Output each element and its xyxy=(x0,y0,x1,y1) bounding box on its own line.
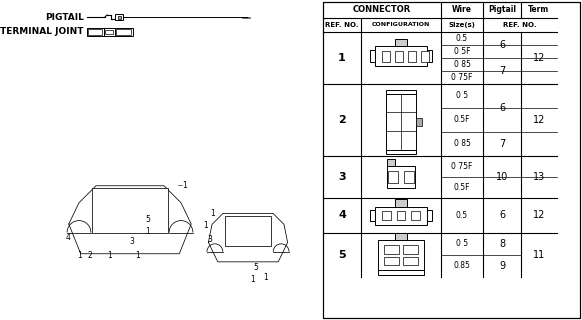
Text: 4: 4 xyxy=(338,211,346,220)
Text: 0 75F: 0 75F xyxy=(451,162,473,171)
Text: CONFIGURATION: CONFIGURATION xyxy=(372,22,430,28)
Text: 7: 7 xyxy=(499,66,505,76)
Text: 0 85: 0 85 xyxy=(453,60,470,69)
Bar xyxy=(386,90,416,94)
Text: 2: 2 xyxy=(338,115,346,125)
Text: 6: 6 xyxy=(499,211,505,220)
Text: TERMINAL JOINT: TERMINAL JOINT xyxy=(1,28,84,36)
Bar xyxy=(370,210,375,221)
Bar xyxy=(323,2,580,318)
Bar xyxy=(403,245,418,253)
Text: 8: 8 xyxy=(499,239,505,249)
Bar xyxy=(375,46,427,66)
Bar xyxy=(116,29,131,35)
Bar xyxy=(387,159,395,166)
Bar xyxy=(404,171,414,183)
Text: 1: 1 xyxy=(338,53,346,63)
Text: 5: 5 xyxy=(338,250,346,260)
Text: 1: 1 xyxy=(108,251,112,260)
Text: 1: 1 xyxy=(146,228,150,236)
Bar xyxy=(408,51,416,61)
Bar xyxy=(387,166,415,188)
Text: PIGTAIL: PIGTAIL xyxy=(45,12,84,21)
Text: 4: 4 xyxy=(66,234,70,243)
Bar xyxy=(411,211,420,220)
Bar xyxy=(323,2,580,318)
Bar xyxy=(105,30,113,34)
Text: 12: 12 xyxy=(533,211,545,220)
Bar xyxy=(403,257,418,265)
Bar xyxy=(92,188,168,233)
Text: 9: 9 xyxy=(499,261,505,271)
Bar xyxy=(382,51,390,61)
Text: 3: 3 xyxy=(130,237,134,246)
Text: Term: Term xyxy=(528,5,549,14)
Text: 1: 1 xyxy=(136,251,140,260)
Bar xyxy=(395,39,407,46)
Bar xyxy=(386,150,416,155)
Text: 3: 3 xyxy=(338,172,346,182)
Text: 0.5F: 0.5F xyxy=(454,183,470,192)
Text: 0 85: 0 85 xyxy=(453,140,470,148)
Bar xyxy=(427,50,432,62)
Text: 1: 1 xyxy=(77,251,83,260)
Text: 1: 1 xyxy=(183,180,187,189)
Bar xyxy=(384,257,399,265)
Text: 1: 1 xyxy=(264,274,268,283)
Text: 0 5: 0 5 xyxy=(456,92,468,100)
Text: REF. NO.: REF. NO. xyxy=(325,22,359,28)
Bar xyxy=(395,233,407,240)
Text: 12: 12 xyxy=(533,115,545,125)
Bar xyxy=(395,199,407,206)
Bar xyxy=(388,171,398,183)
Text: 0.5F: 0.5F xyxy=(454,116,470,124)
Bar xyxy=(375,206,427,225)
Bar xyxy=(378,270,424,275)
Bar xyxy=(384,245,399,253)
Text: 1: 1 xyxy=(251,276,255,284)
Text: Size(s): Size(s) xyxy=(449,22,475,28)
Text: 6: 6 xyxy=(499,103,505,113)
Text: 0 5F: 0 5F xyxy=(454,47,470,56)
Bar xyxy=(395,51,403,61)
Bar xyxy=(396,211,406,220)
Text: 5: 5 xyxy=(254,263,258,273)
Bar xyxy=(378,240,424,270)
Text: 7: 7 xyxy=(499,139,505,149)
Bar xyxy=(416,118,422,126)
Bar xyxy=(386,94,416,150)
Text: 0.85: 0.85 xyxy=(453,261,470,270)
Bar xyxy=(88,29,102,35)
Bar xyxy=(382,211,391,220)
Text: 1: 1 xyxy=(211,210,215,219)
Text: 3: 3 xyxy=(208,236,212,244)
Text: 1: 1 xyxy=(204,220,208,229)
Text: 2: 2 xyxy=(88,251,93,260)
Text: 13: 13 xyxy=(533,172,545,182)
Bar xyxy=(427,210,432,221)
Text: 0.5: 0.5 xyxy=(456,211,468,220)
Text: 0 75F: 0 75F xyxy=(451,73,473,82)
Text: Pigtail: Pigtail xyxy=(488,5,516,14)
Text: 0.5: 0.5 xyxy=(456,34,468,43)
Text: 12: 12 xyxy=(533,53,545,63)
Text: 0 5: 0 5 xyxy=(456,239,468,249)
Text: Wire: Wire xyxy=(452,5,472,14)
Text: 10: 10 xyxy=(496,172,508,182)
Text: 5: 5 xyxy=(146,215,150,225)
Text: 6: 6 xyxy=(499,40,505,50)
Bar xyxy=(87,28,133,36)
Text: 11: 11 xyxy=(533,250,545,260)
Bar xyxy=(225,216,271,246)
Bar xyxy=(118,15,121,19)
Bar xyxy=(115,14,123,20)
Bar xyxy=(421,51,429,61)
Text: CONNECTOR: CONNECTOR xyxy=(353,5,411,14)
Text: REF. NO.: REF. NO. xyxy=(503,22,537,28)
Bar xyxy=(370,50,375,62)
